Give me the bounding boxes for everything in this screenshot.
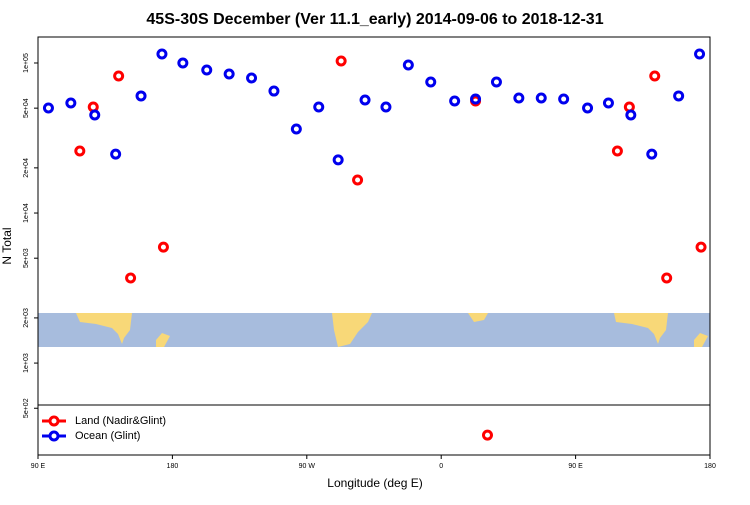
point (402, 59, 414, 71)
point (157, 241, 169, 253)
legend-marker (48, 415, 60, 427)
point (156, 48, 168, 60)
point (673, 90, 685, 102)
y-tick-label: 1e+04 (23, 203, 30, 223)
point (125, 272, 137, 284)
point (513, 92, 525, 104)
point (661, 272, 673, 284)
point (359, 94, 371, 106)
x-tick-label: 90 E (31, 463, 46, 470)
point (332, 154, 344, 166)
point (646, 148, 658, 160)
plot-frame (37, 36, 711, 456)
point (558, 93, 570, 105)
point (268, 85, 280, 97)
point (246, 72, 258, 84)
point (177, 57, 189, 69)
point (290, 123, 302, 135)
point (490, 76, 502, 88)
point (425, 76, 437, 88)
point (65, 97, 77, 109)
point (380, 101, 392, 113)
point (352, 174, 364, 186)
point (201, 64, 213, 76)
x-axis-title: Longitude (deg E) (327, 476, 422, 490)
y-tick-label: 1e+05 (23, 53, 30, 73)
y-tick-label: 1e+03 (23, 353, 30, 373)
legend-marker (48, 430, 60, 442)
point (223, 68, 235, 80)
point (135, 90, 147, 102)
point (695, 241, 707, 253)
point (313, 101, 325, 113)
legend-label: Land (Nadir&Glint) (75, 415, 166, 427)
point (582, 102, 594, 114)
x-tick-label: 90 E (568, 463, 583, 470)
x-tick-label: 0 (439, 463, 443, 470)
y-tick-label: 2e+04 (23, 158, 30, 178)
chart-title: 45S-30S December (Ver 11.1_early) 2014-0… (146, 11, 603, 28)
point (535, 92, 547, 104)
point (694, 48, 706, 60)
legend-label: Ocean (Glint) (75, 430, 140, 442)
y-tick-label: 5e+02 (23, 398, 30, 418)
point (602, 97, 614, 109)
x-tick-label: 180 (167, 463, 179, 470)
point (611, 145, 623, 157)
point (110, 148, 122, 160)
y-tick-label: 5e+04 (23, 98, 30, 118)
x-tick-label: 180 (704, 463, 716, 470)
y-tick-label: 2e+03 (23, 308, 30, 328)
x-tick-label: 90 W (299, 463, 316, 470)
point (625, 109, 637, 121)
point (74, 145, 86, 157)
point (113, 70, 125, 82)
point (335, 55, 347, 67)
point (89, 109, 101, 121)
point (449, 95, 461, 107)
point (470, 93, 482, 105)
y-tick-label: 5e+03 (23, 248, 30, 268)
point (481, 429, 493, 441)
point (649, 70, 661, 82)
map-strip (38, 313, 710, 347)
y-axis-title: N Total (0, 227, 14, 264)
point (42, 102, 54, 114)
